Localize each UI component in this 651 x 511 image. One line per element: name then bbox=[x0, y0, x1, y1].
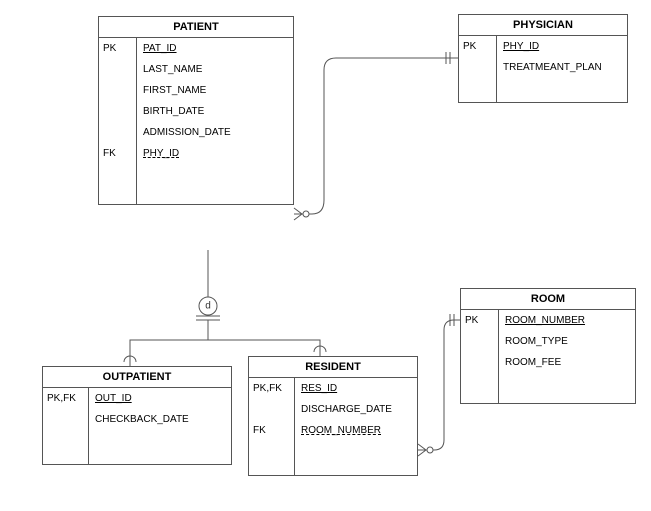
attr-name: RES_ID bbox=[295, 378, 417, 399]
entity-patient: PATIENT PK PAT_ID LAST_NAME FIRST_NAME B… bbox=[98, 16, 294, 205]
attr-name bbox=[295, 441, 417, 475]
attr-row: FIRST_NAME bbox=[99, 80, 293, 101]
edge-patient-physician bbox=[294, 58, 458, 214]
attr-row-spacer bbox=[461, 373, 635, 403]
attr-row: DISCHARGE_DATE bbox=[249, 399, 417, 420]
attr-row: PK ROOM_NUMBER bbox=[461, 310, 635, 331]
attr-name: OUT_ID bbox=[89, 388, 231, 409]
attr-name bbox=[497, 78, 627, 102]
attr-name: ROOM_NUMBER bbox=[295, 420, 417, 441]
key-cell bbox=[461, 373, 499, 403]
key-cell: FK bbox=[249, 420, 295, 441]
attr-name: ROOM_FEE bbox=[499, 352, 635, 373]
subtype-d-circle bbox=[199, 297, 217, 315]
entity-title-room: ROOM bbox=[461, 289, 635, 310]
attr-name: TREATMEANT_PLAN bbox=[497, 57, 627, 78]
attr-row: FK ROOM_NUMBER bbox=[249, 420, 417, 441]
attr-row: TREATMEANT_PLAN bbox=[459, 57, 627, 78]
entity-resident: RESIDENT PK,FK RES_ID DISCHARGE_DATE FK … bbox=[248, 356, 418, 476]
edge-d-to-outpatient bbox=[130, 320, 208, 366]
attr-name: FIRST_NAME bbox=[137, 80, 293, 101]
attr-name: PAT_ID bbox=[137, 38, 293, 59]
key-cell bbox=[459, 78, 497, 102]
subtype-d-label: d bbox=[205, 301, 211, 312]
key-cell: PK,FK bbox=[43, 388, 89, 409]
attr-name: PHY_ID bbox=[137, 143, 293, 164]
attr-row: PK,FK RES_ID bbox=[249, 378, 417, 399]
entity-title-physician: PHYSICIAN bbox=[459, 15, 627, 36]
key-cell bbox=[99, 101, 137, 122]
attr-row: ROOM_FEE bbox=[461, 352, 635, 373]
key-cell: PK,FK bbox=[249, 378, 295, 399]
entity-title-patient: PATIENT bbox=[99, 17, 293, 38]
key-cell bbox=[461, 352, 499, 373]
key-cell: PK bbox=[459, 36, 497, 57]
attr-row: PK PAT_ID bbox=[99, 38, 293, 59]
attr-name: ROOM_NUMBER bbox=[499, 310, 635, 331]
attr-row: ADMISSION_DATE bbox=[99, 122, 293, 143]
er-diagram-canvas: d PATIENT PK PAT_ID LAST_NAME FIRST_NAME bbox=[0, 0, 651, 511]
attr-row: BIRTH_DATE bbox=[99, 101, 293, 122]
attr-row-spacer bbox=[43, 430, 231, 464]
entity-outpatient: OUTPATIENT PK,FK OUT_ID CHECKBACK_DATE bbox=[42, 366, 232, 465]
attr-name: PHY_ID bbox=[497, 36, 627, 57]
crowfoot-patient bbox=[294, 208, 302, 220]
key-cell bbox=[43, 430, 89, 464]
key-cell: FK bbox=[99, 143, 137, 164]
attr-name bbox=[137, 164, 293, 204]
attr-name bbox=[499, 373, 635, 403]
optional-marker-resident bbox=[427, 447, 433, 453]
key-cell bbox=[99, 122, 137, 143]
attr-row-spacer bbox=[249, 441, 417, 475]
key-cell bbox=[249, 399, 295, 420]
attr-name bbox=[89, 430, 231, 464]
attr-row: LAST_NAME bbox=[99, 59, 293, 80]
entity-room: ROOM PK ROOM_NUMBER ROOM_TYPE ROOM_FEE bbox=[460, 288, 636, 404]
crowfoot-resident bbox=[418, 444, 426, 456]
attr-name: LAST_NAME bbox=[137, 59, 293, 80]
attr-name: BIRTH_DATE bbox=[137, 101, 293, 122]
attr-row: CHECKBACK_DATE bbox=[43, 409, 231, 430]
attr-name: DISCHARGE_DATE bbox=[295, 399, 417, 420]
key-cell bbox=[43, 409, 89, 430]
entity-physician: PHYSICIAN PK PHY_ID TREATMEANT_PLAN bbox=[458, 14, 628, 103]
key-cell: PK bbox=[461, 310, 499, 331]
subset-arc-outpatient bbox=[124, 356, 136, 362]
entity-title-outpatient: OUTPATIENT bbox=[43, 367, 231, 388]
optional-marker-patient bbox=[303, 211, 309, 217]
key-cell bbox=[459, 57, 497, 78]
attr-row: PK PHY_ID bbox=[459, 36, 627, 57]
key-cell bbox=[99, 80, 137, 101]
subset-arc-resident bbox=[314, 346, 326, 352]
attr-row: FK PHY_ID bbox=[99, 143, 293, 164]
key-cell bbox=[461, 331, 499, 352]
edge-d-to-resident bbox=[208, 320, 320, 356]
key-cell bbox=[99, 59, 137, 80]
key-cell: PK bbox=[99, 38, 137, 59]
key-cell bbox=[249, 441, 295, 475]
edge-resident-room bbox=[418, 320, 460, 450]
attr-row-spacer bbox=[99, 164, 293, 204]
attr-name: ROOM_TYPE bbox=[499, 331, 635, 352]
key-cell bbox=[99, 164, 137, 204]
attr-name: ADMISSION_DATE bbox=[137, 122, 293, 143]
entity-title-resident: RESIDENT bbox=[249, 357, 417, 378]
attr-name: CHECKBACK_DATE bbox=[89, 409, 231, 430]
attr-row: PK,FK OUT_ID bbox=[43, 388, 231, 409]
attr-row: ROOM_TYPE bbox=[461, 331, 635, 352]
attr-row-spacer bbox=[459, 78, 627, 102]
